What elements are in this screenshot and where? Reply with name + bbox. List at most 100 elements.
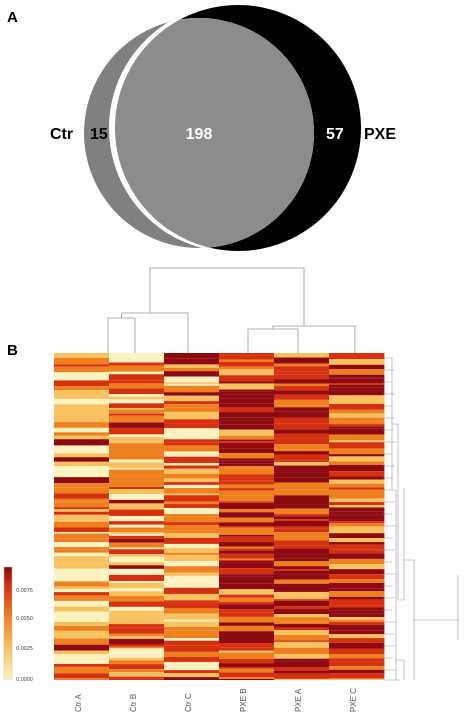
heatmap-cell xyxy=(274,357,330,364)
heatmap-cell xyxy=(164,488,220,494)
heatmap-cell xyxy=(329,421,385,425)
heatmap-cell xyxy=(54,606,110,612)
heatmap-cell xyxy=(219,546,275,549)
heatmap-cell xyxy=(219,429,275,434)
heatmap-cell xyxy=(329,428,385,435)
heatmap-cell xyxy=(219,474,275,478)
heatmap-cell xyxy=(329,613,385,618)
heatmap-cell xyxy=(219,534,275,537)
heatmap-cell xyxy=(219,667,275,669)
heatmap-cell xyxy=(164,407,220,412)
heatmap-cell xyxy=(109,648,165,655)
heatmap-cell xyxy=(274,501,330,505)
heatmap-cell xyxy=(164,493,220,496)
venn-count-ctr-only: 15 xyxy=(90,126,108,143)
heatmap-cell xyxy=(54,589,110,593)
heatmap-cell xyxy=(274,673,330,679)
heatmap-cell xyxy=(54,501,110,508)
heatmap-cell xyxy=(329,369,385,375)
heatmap-cell xyxy=(164,442,220,446)
heatmap-cell xyxy=(109,413,165,416)
heatmap-cell xyxy=(54,366,110,373)
heatmap-cell xyxy=(109,480,165,487)
heatmap-cell xyxy=(219,643,275,648)
heatmap-cell xyxy=(109,660,165,665)
heatmap-cell xyxy=(274,617,330,622)
heatmap-cell xyxy=(164,358,220,365)
heatmap-cell xyxy=(274,486,330,490)
heatmap-cell xyxy=(219,412,275,418)
heatmap-cell xyxy=(329,378,385,384)
heatmap-cell xyxy=(109,437,165,444)
heatmap-cell xyxy=(274,658,330,662)
heatmap-cell xyxy=(219,601,275,605)
heatmap-cell xyxy=(54,511,110,515)
heatmap-cell xyxy=(219,424,275,430)
heatmap-cell xyxy=(274,548,330,555)
heatmap-cell xyxy=(274,574,330,580)
heatmap-cell xyxy=(219,553,275,559)
heatmap-cell xyxy=(164,364,220,368)
heatmap-cell xyxy=(54,445,110,449)
heatmap-cell xyxy=(329,669,385,674)
heatmap-cell xyxy=(329,483,385,488)
heatmap-cell xyxy=(274,624,330,628)
heatmap-cell xyxy=(274,438,330,445)
heatmap-cell xyxy=(219,583,275,590)
heatmap-cell xyxy=(164,537,220,544)
heatmap-cell xyxy=(329,505,385,508)
heatmap-cell xyxy=(274,583,330,591)
heatmap-cell xyxy=(109,380,165,384)
heatmap-cell xyxy=(109,624,165,628)
heatmap-cell xyxy=(219,353,275,356)
heatmap-cell xyxy=(109,434,165,438)
heatmap-cell xyxy=(54,487,110,494)
heatmap-cell xyxy=(219,484,275,489)
heatmap-cell xyxy=(164,419,220,424)
heatmap-cell xyxy=(109,499,165,504)
heatmap-cell xyxy=(164,495,220,502)
heatmap-cell xyxy=(54,449,110,454)
heatmap-cell xyxy=(219,637,275,644)
heatmap-cell xyxy=(109,554,165,557)
heatmap-cell xyxy=(109,353,165,358)
heatmap-cell xyxy=(329,353,385,360)
heatmap-cell xyxy=(164,608,220,614)
heatmap-cell xyxy=(54,581,110,587)
heatmap-cell xyxy=(219,502,275,510)
heatmap-cell xyxy=(329,654,385,659)
heatmap-cell xyxy=(274,678,330,680)
heatmap-cell xyxy=(109,374,165,381)
heatmap-cell xyxy=(219,477,275,481)
heatmap-cell xyxy=(54,357,110,365)
heatmap-cell xyxy=(219,612,275,617)
heatmap-cell xyxy=(329,661,385,667)
heatmap-cell xyxy=(54,398,110,405)
heatmap-cell xyxy=(164,619,220,622)
heatmap-cell xyxy=(329,364,385,370)
heatmap-cell xyxy=(329,395,385,402)
heatmap-cell xyxy=(274,561,330,567)
heatmap-cell xyxy=(329,440,385,443)
venn-label-pxe: PXE xyxy=(364,126,396,143)
heatmap-cell xyxy=(329,387,385,389)
heatmap-cell xyxy=(274,520,330,527)
heatmap-cell xyxy=(109,489,165,494)
heatmap-cell xyxy=(329,638,385,643)
heatmap-cell xyxy=(109,678,165,680)
heatmap-cell xyxy=(329,588,385,592)
heatmap-cell xyxy=(274,508,330,515)
heatmap-cell xyxy=(274,386,330,391)
heatmap-cell xyxy=(109,638,165,645)
heatmap-cell xyxy=(274,590,330,592)
heatmap-cell xyxy=(164,533,220,538)
heatmap-cell xyxy=(109,383,165,389)
heatmap-cell xyxy=(329,542,385,545)
heatmap-cell xyxy=(109,644,165,647)
heatmap-cell xyxy=(329,591,385,597)
heatmap-cell xyxy=(219,536,275,542)
heatmap-cell xyxy=(164,514,220,517)
heatmap-cell xyxy=(54,660,110,664)
heatmap-cell xyxy=(219,659,275,664)
heatmap-cell xyxy=(164,645,220,652)
